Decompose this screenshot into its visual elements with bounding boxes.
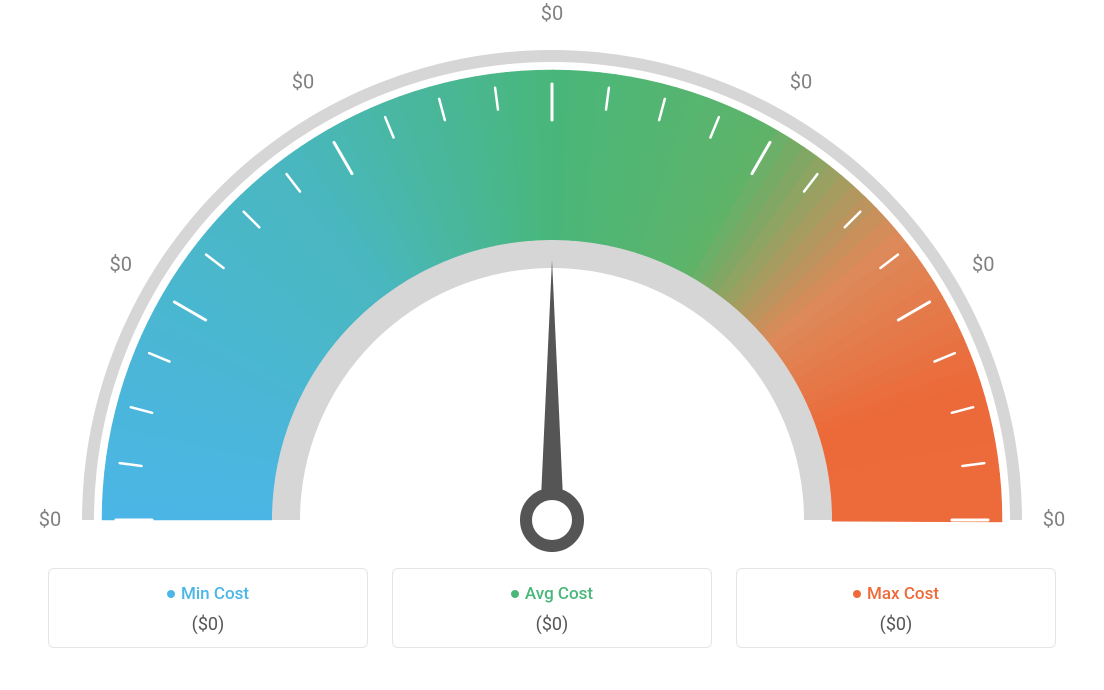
legend-value-max: ($0) [747, 614, 1045, 635]
svg-text:$0: $0 [109, 252, 131, 276]
svg-text:$0: $0 [541, 1, 563, 25]
dot-icon [167, 590, 175, 598]
legend-card-avg: Avg Cost ($0) [392, 568, 712, 648]
gauge-svg: $0 $0 $0 $0 $0 $0 $0 [0, 0, 1104, 560]
legend-card-max: Max Cost ($0) [736, 568, 1056, 648]
legend-label-min: Min Cost [167, 584, 249, 604]
svg-text:$0: $0 [790, 70, 812, 94]
svg-text:$0: $0 [39, 507, 61, 531]
chart-container: $0 $0 $0 $0 $0 $0 $0 Min Cost ($0) Avg Cost ($… [0, 0, 1104, 690]
legend-card-min: Min Cost ($0) [48, 568, 368, 648]
legend-label-avg: Avg Cost [511, 584, 593, 604]
dot-icon [511, 590, 519, 598]
gauge-chart: $0 $0 $0 $0 $0 $0 $0 [0, 0, 1104, 560]
legend-text-avg: Avg Cost [525, 584, 593, 604]
svg-text:$0: $0 [972, 252, 994, 276]
legend-label-max: Max Cost [853, 584, 939, 604]
legend-value-avg: ($0) [403, 614, 701, 635]
legend-row: Min Cost ($0) Avg Cost ($0) Max Cost ($0… [0, 568, 1104, 648]
legend-value-min: ($0) [59, 614, 357, 635]
legend-text-max: Max Cost [867, 584, 939, 604]
dot-icon [853, 590, 861, 598]
legend-text-min: Min Cost [181, 584, 249, 604]
svg-text:$0: $0 [1043, 507, 1065, 531]
svg-text:$0: $0 [292, 70, 314, 94]
